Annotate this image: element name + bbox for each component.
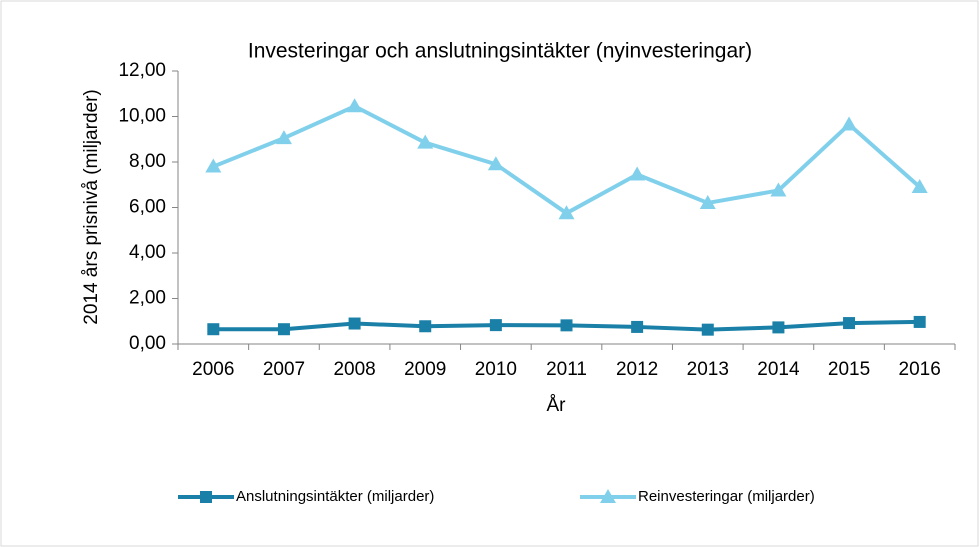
data-point — [843, 317, 856, 330]
data-point — [487, 156, 504, 171]
x-tick-label: 2011 — [546, 359, 587, 380]
data-point — [277, 323, 290, 336]
data-point — [772, 321, 785, 334]
x-tick-label: 2010 — [475, 359, 517, 380]
y-tick-label: 6,00 — [129, 197, 166, 218]
data-point — [911, 179, 928, 194]
y-tick-label: 2,00 — [129, 288, 166, 309]
legend-label: Reinvesteringar (miljarder) — [638, 488, 815, 505]
data-point — [558, 205, 575, 220]
x-tick-label: 2009 — [404, 359, 446, 380]
y-tick-label: 12,00 — [118, 60, 166, 81]
x-tick-label: 2015 — [828, 359, 870, 380]
data-point — [699, 194, 716, 209]
x-tick-label: 2013 — [687, 359, 729, 380]
x-tick-label: 2016 — [899, 359, 941, 380]
y-axis-label: 2014 års prisnivå (miljarder) — [81, 89, 102, 324]
legend-marker — [600, 489, 616, 503]
data-point — [419, 320, 432, 333]
data-point — [348, 317, 361, 330]
y-tick-label: 10,00 — [118, 106, 166, 127]
legend-label: Anslutningsintäkter (miljarder) — [236, 488, 434, 505]
data-point — [346, 98, 363, 113]
data-point — [770, 182, 787, 197]
data-point — [205, 158, 222, 173]
data-point — [207, 323, 220, 336]
y-tick-label: 4,00 — [129, 242, 166, 263]
data-point — [841, 116, 858, 131]
x-tick-label: 2006 — [192, 359, 234, 380]
data-point — [629, 166, 646, 181]
x-tick-label: 2008 — [333, 359, 375, 380]
data-point — [631, 320, 644, 333]
y-tick-label: 8,00 — [129, 151, 166, 172]
data-point — [275, 130, 292, 145]
data-point — [913, 315, 926, 328]
data-point — [560, 319, 573, 332]
x-tick-label: 2012 — [616, 359, 658, 380]
data-point — [489, 319, 502, 332]
data-point — [417, 134, 434, 149]
legend-marker — [200, 491, 212, 503]
x-tick-label: 2014 — [757, 359, 800, 380]
x-tick-label: 2007 — [263, 359, 305, 380]
data-point — [701, 323, 714, 336]
x-axis-label: År — [547, 395, 567, 416]
chart-title: Investeringar och anslutningsintäkter (n… — [248, 40, 752, 63]
y-tick-label: 0,00 — [129, 333, 166, 354]
